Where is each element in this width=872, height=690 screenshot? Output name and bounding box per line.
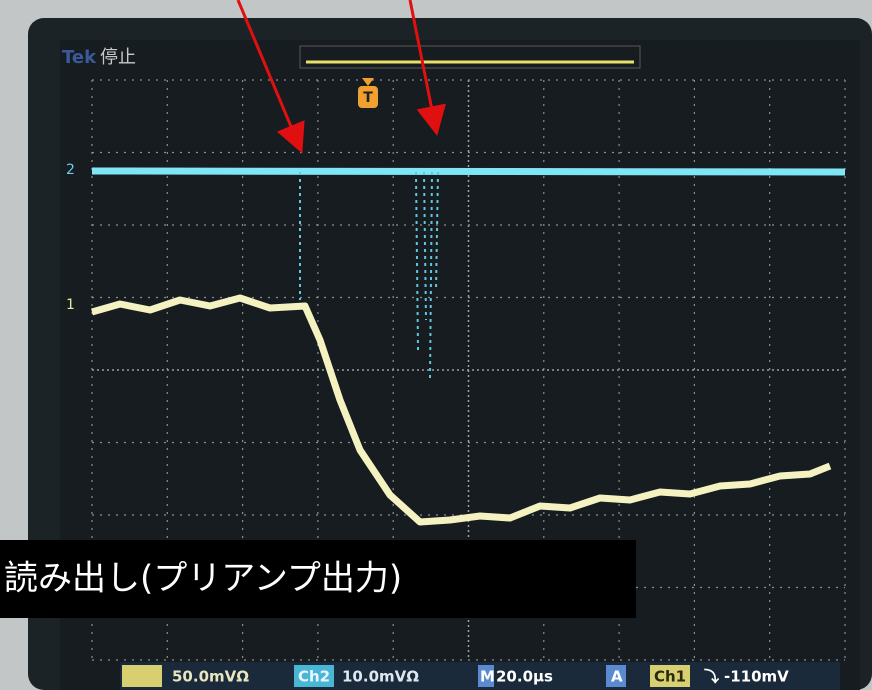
ch1-marker: 1: [66, 297, 75, 313]
trigger-slope: ⤵: [704, 668, 720, 686]
record-view: [299, 45, 641, 69]
ch2-spikes: [299, 171, 439, 381]
ch2-label: Ch2: [298, 668, 330, 686]
ch2-marker: 2: [66, 162, 75, 178]
ch1-trace: [91, 294, 832, 526]
time-label: M: [480, 668, 495, 686]
run-status: 停止: [100, 47, 136, 68]
caption: 読み出し(プリアンプ出力): [4, 559, 402, 599]
trigger-badge: [358, 86, 378, 108]
arrow-right: [408, 0, 447, 136]
time-scale: 20.0μs: [496, 668, 553, 686]
trigger-label: A: [611, 668, 623, 686]
caption-box: [0, 540, 636, 618]
trigger-badge-a: [606, 665, 626, 687]
ch2-scale: 10.0mVΩ: [342, 668, 419, 686]
trigger-level: -110mV: [724, 668, 789, 686]
trigger-source: Ch1: [654, 668, 686, 686]
trigger-arrow: [362, 78, 374, 86]
trigger-source-badge: [650, 665, 690, 687]
ch1-scale: 50.0mVΩ: [172, 668, 249, 686]
trigger-marker: T: [363, 90, 373, 106]
ch1-badge: [122, 665, 162, 687]
brand: Tek: [62, 47, 97, 68]
ch2-badge: [294, 665, 334, 687]
time-badge: [478, 665, 494, 687]
arrow-left: [236, 0, 305, 154]
ch2-trace: [91, 167, 846, 176]
